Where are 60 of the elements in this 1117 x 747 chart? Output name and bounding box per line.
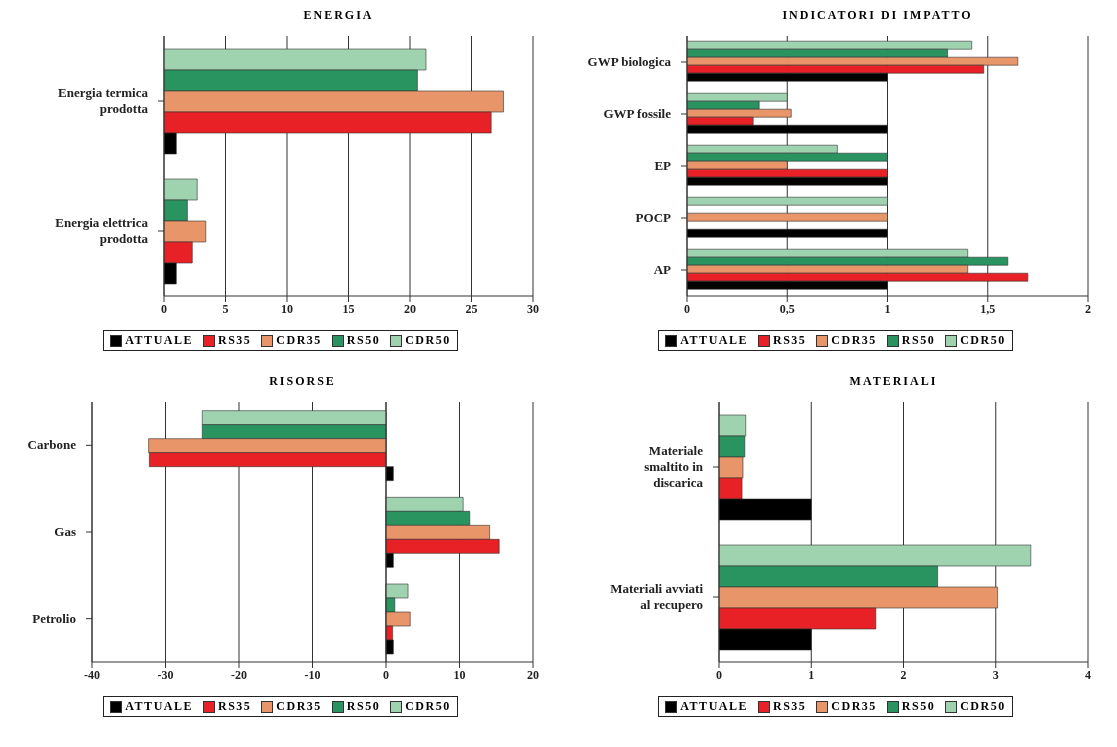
legend-label: RS50 [900,333,936,348]
legend-label: RS35 [216,333,252,348]
x-tick-label: 0 [161,301,167,316]
legend-label: CDR50 [404,699,451,714]
x-tick-label: 0,5 [779,301,795,316]
legend-label: RS35 [771,699,807,714]
y-tick-label: Gas [54,524,76,539]
x-tick-label: 15 [342,301,355,316]
y-tick-label: EP [654,158,672,173]
chart-title: INDICATORI DI IMPATTO [781,8,974,24]
x-tick-label: -10 [304,667,321,682]
chart-title: ENERGIA [302,8,375,24]
y-tick-label: AP [653,262,672,277]
y-tick-label: Materiali avviati al recupero [610,581,704,612]
legend-label: ATTUALE [124,699,193,714]
y-tick-label: GWP biologica [587,54,672,69]
x-tick-label: 1 [884,301,891,316]
x-tick-label: 0 [716,667,722,682]
legend-label: RS50 [900,699,936,714]
legend-label: ATTUALE [124,333,193,348]
x-tick-label: -40 [84,667,100,682]
legend-label: RS50 [345,333,381,348]
legend-label: CDR35 [830,699,877,714]
legend-label: RS50 [345,699,381,714]
x-tick-label: 4 [1085,667,1091,682]
x-tick-label: -30 [157,667,174,682]
legend-label: RS35 [216,699,252,714]
x-tick-label: 20 [527,667,539,682]
x-tick-label: 5 [222,301,229,316]
y-tick-label: Energia termica prodotta [58,85,149,116]
chart-title: MATERIALI [848,374,939,390]
x-tick-label: -20 [231,667,247,682]
legend-label: ATTUALE [679,333,748,348]
legend-label: CDR35 [830,333,877,348]
x-tick-label: 1,5 [980,301,996,316]
y-tick-label: GWP fossile [603,106,672,121]
x-tick-label: 3 [992,667,999,682]
legend-label: CDR50 [404,333,451,348]
x-tick-label: 2 [900,667,907,682]
x-tick-label: 0 [684,301,690,316]
legend-label: RS35 [771,333,807,348]
y-tick-label: POCP [635,210,672,225]
x-tick-label: 1 [808,667,815,682]
y-tick-label: Petrolio [32,610,76,626]
x-tick-label: 2 [1085,301,1091,316]
x-tick-label: 10 [281,301,293,316]
legend-label: ATTUALE [679,699,748,714]
legend-label: CDR35 [275,699,322,714]
x-tick-label: 25 [465,301,478,316]
legend-label: CDR35 [275,333,322,348]
y-tick-label: Materiale smaltito in discarica [644,443,704,490]
y-tick-label: Energia elettrica prodotta [55,215,149,246]
x-tick-label: 20 [404,301,416,316]
chart-title: RISORSE [268,374,337,390]
x-tick-label: 10 [453,667,466,682]
x-tick-label: 30 [527,301,539,316]
x-tick-label: 0 [383,667,389,682]
y-tick-label: Carbone [27,437,77,453]
legend-label: CDR50 [959,333,1006,348]
legend-label: CDR50 [959,699,1006,714]
